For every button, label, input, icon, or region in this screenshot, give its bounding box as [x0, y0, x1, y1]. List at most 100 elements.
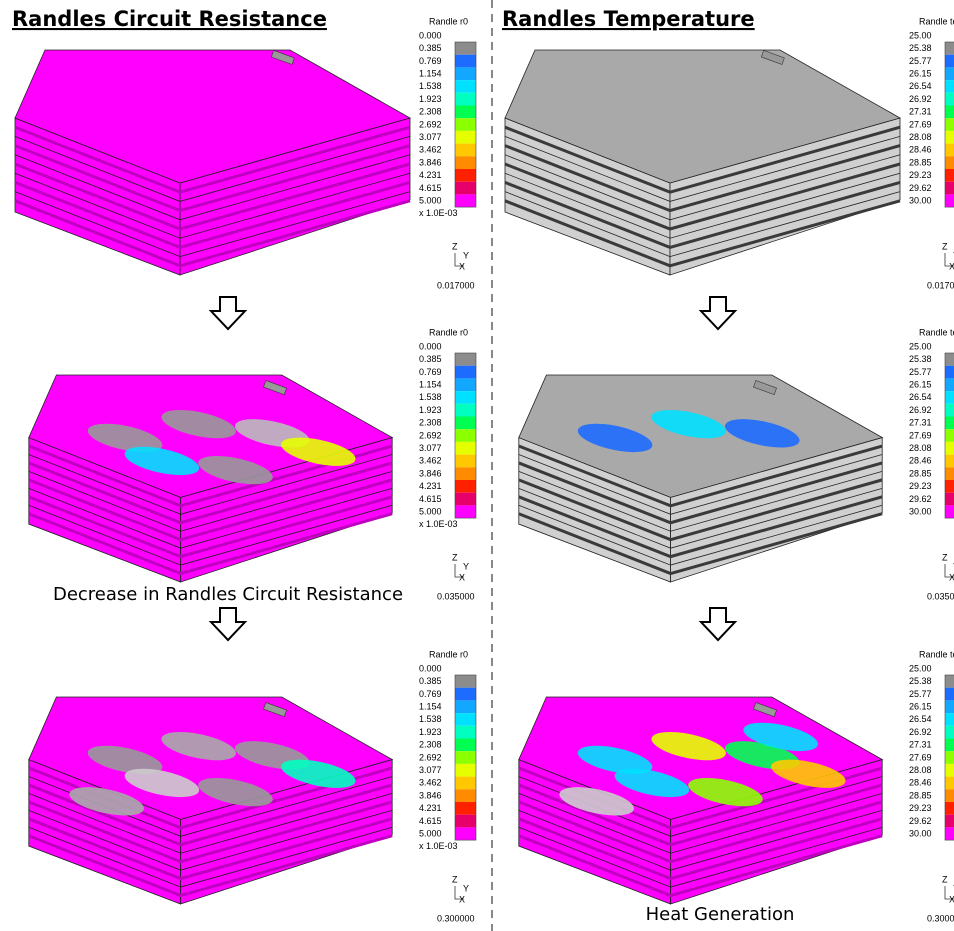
- caption: Heat Generation: [646, 904, 795, 925]
- legend-label: 5.000: [419, 195, 442, 205]
- legend-label: 3.462: [419, 145, 442, 155]
- legend-swatch: [455, 118, 476, 131]
- legend-swatch: [945, 391, 954, 404]
- legend-swatch: [455, 194, 476, 207]
- legend-label: 29.23: [909, 481, 932, 491]
- legend-swatch: [945, 789, 954, 802]
- time-label: 0.017000: [927, 280, 954, 290]
- legend-swatch: [945, 194, 954, 207]
- legend-swatch: [945, 815, 954, 828]
- legend-label: 2.692: [419, 119, 442, 129]
- legend-swatch: [945, 429, 954, 442]
- legend-multiplier: x 1.0E-03: [419, 208, 458, 218]
- triad-z: Z: [942, 874, 948, 884]
- legend-label: 29.62: [909, 494, 932, 504]
- time-label: 0.300000: [927, 913, 954, 923]
- legend-swatch: [945, 93, 954, 106]
- legend-swatch: [455, 688, 476, 701]
- legend-label: 25.38: [909, 676, 932, 686]
- legend-swatch: [455, 751, 476, 764]
- legend-label: 2.692: [419, 430, 442, 440]
- legend-swatch: [455, 675, 476, 688]
- legend-label: 25.00: [909, 663, 932, 673]
- legend-swatch: [455, 417, 476, 430]
- time-label: 0.035000: [437, 591, 475, 601]
- triad-z: Z: [452, 552, 458, 562]
- legend-label: 28.08: [909, 765, 932, 775]
- legend-label: 3.846: [419, 157, 442, 167]
- legend-swatch: [455, 55, 476, 68]
- legend-swatch: [945, 156, 954, 169]
- legend-label: 1.154: [419, 68, 442, 78]
- legend-swatch: [455, 739, 476, 752]
- legend-swatch: [455, 467, 476, 480]
- down-arrow: [701, 297, 735, 329]
- caption: Decrease in Randles Circuit Resistance: [53, 584, 403, 605]
- legend-label: 4.615: [419, 183, 442, 193]
- legend-label: 0.769: [419, 367, 442, 377]
- legend-swatch: [455, 827, 476, 840]
- triad-x: X: [459, 572, 465, 582]
- legend-label: 3.462: [419, 456, 442, 466]
- legend-swatch: [455, 353, 476, 366]
- legend-title: Randle r0: [429, 649, 468, 659]
- legend-swatch: [455, 67, 476, 80]
- legend-label: 0.385: [419, 354, 442, 364]
- legend-swatch: [945, 67, 954, 80]
- legend-label: 2.308: [419, 418, 442, 428]
- legend-swatch: [455, 404, 476, 417]
- legend-swatch: [455, 789, 476, 802]
- legend-swatch: [945, 417, 954, 430]
- legend-label: 0.000: [419, 341, 442, 351]
- legend-label: 30.00: [909, 828, 932, 838]
- legend-swatch: [945, 802, 954, 815]
- legend-label: 3.462: [419, 778, 442, 788]
- triad-x: X: [459, 261, 465, 271]
- legend-swatch: [945, 751, 954, 764]
- legend-label: 4.615: [419, 494, 442, 504]
- legend-swatch: [945, 480, 954, 493]
- legend-label: 1.923: [419, 405, 442, 415]
- legend-swatch: [455, 378, 476, 391]
- legend-label: 26.15: [909, 68, 932, 78]
- legend-swatch: [945, 726, 954, 739]
- legend-label: 26.92: [909, 727, 932, 737]
- legend-label: 1.923: [419, 94, 442, 104]
- legend-label: 25.77: [909, 689, 932, 699]
- legend-swatch: [945, 182, 954, 195]
- legend-multiplier: x 1.0E-03: [419, 519, 458, 529]
- legend-label: 3.077: [419, 132, 442, 142]
- legend-swatch: [455, 480, 476, 493]
- legend-swatch: [455, 764, 476, 777]
- legend-label: 25.00: [909, 341, 932, 351]
- legend-label: 0.000: [419, 30, 442, 40]
- legend-swatch: [945, 493, 954, 506]
- legend-label: 27.31: [909, 740, 932, 750]
- triad-z: Z: [452, 241, 458, 251]
- legend-label: 0.385: [419, 676, 442, 686]
- legend-label: 28.46: [909, 778, 932, 788]
- legend-swatch: [945, 688, 954, 701]
- legend-swatch: [455, 93, 476, 106]
- legend-swatch: [455, 42, 476, 55]
- legend-swatch: [455, 156, 476, 169]
- legend-label: 25.77: [909, 56, 932, 66]
- legend-swatch: [455, 429, 476, 442]
- legend-label: 27.31: [909, 418, 932, 428]
- legend-label: 26.15: [909, 701, 932, 711]
- legend-swatch: [945, 118, 954, 131]
- legend-swatch: [455, 777, 476, 790]
- legend-swatch: [455, 802, 476, 815]
- simulation-render: [29, 697, 392, 904]
- legend-title: Randle temp: [919, 327, 954, 337]
- legend-label: 28.85: [909, 157, 932, 167]
- legend-swatch: [945, 366, 954, 379]
- simulation-render: [505, 50, 900, 275]
- legend-label: 1.154: [419, 701, 442, 711]
- simulation-render: [519, 375, 882, 582]
- legend-label: 29.23: [909, 170, 932, 180]
- legend-label: 27.69: [909, 752, 932, 762]
- legend-swatch: [455, 505, 476, 518]
- legend-title: Randle r0: [429, 327, 468, 337]
- legend-label: 25.38: [909, 354, 932, 364]
